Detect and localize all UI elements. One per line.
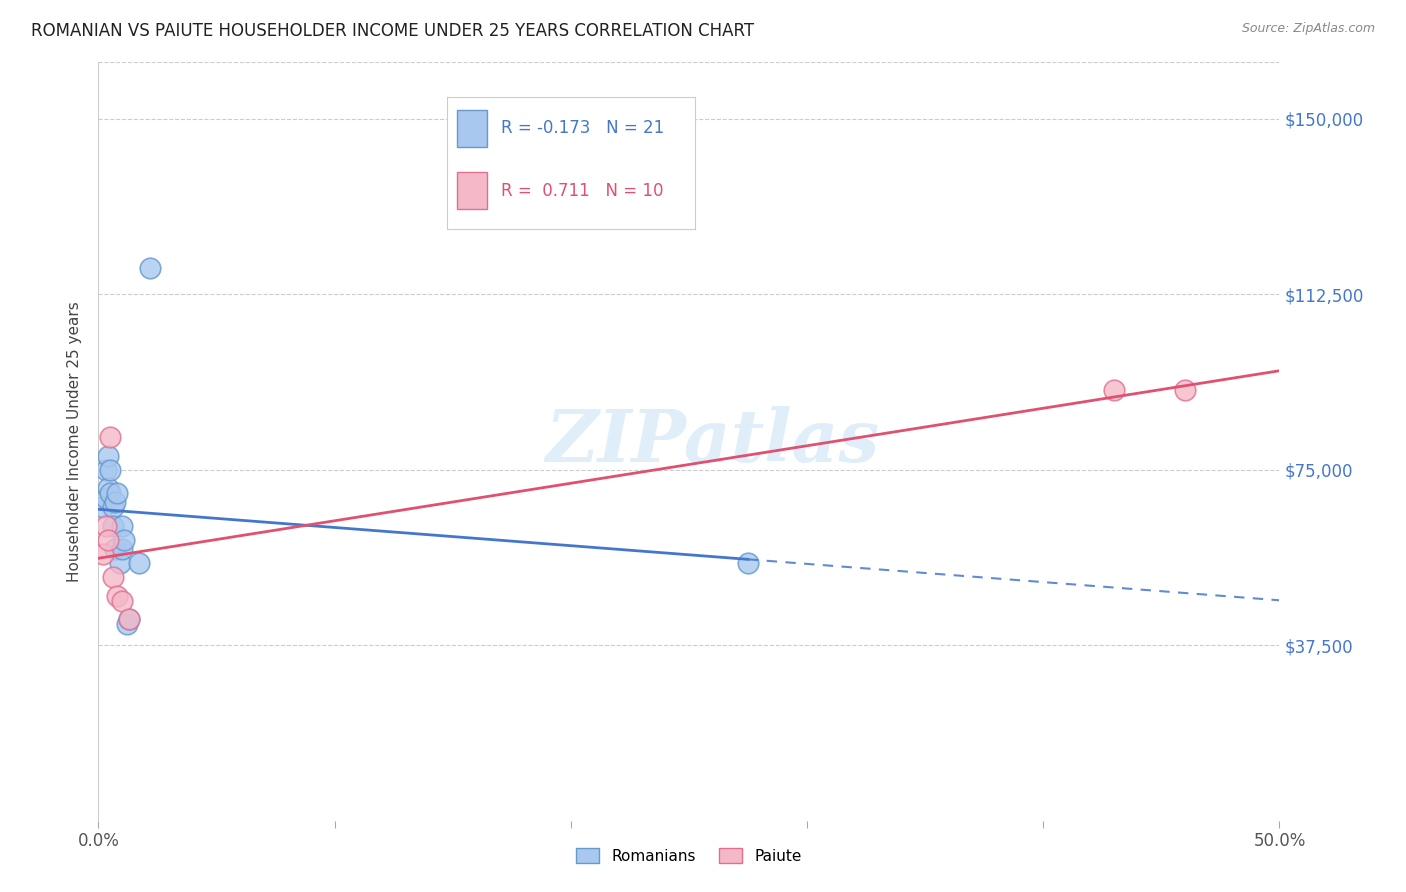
Point — [111, 518, 134, 533]
Point — [91, 500, 114, 514]
Point — [101, 500, 124, 514]
Point — [97, 533, 120, 547]
Point — [1174, 383, 1197, 397]
Point — [98, 486, 121, 500]
Point — [118, 612, 141, 626]
Point — [105, 589, 128, 603]
Point — [104, 542, 127, 557]
Point — [101, 518, 124, 533]
Y-axis label: Householder Income Under 25 years: Householder Income Under 25 years — [67, 301, 83, 582]
Point — [97, 449, 120, 463]
Point — [139, 261, 162, 276]
Point — [98, 462, 121, 476]
Point — [111, 542, 134, 557]
Point — [1102, 383, 1125, 397]
Point — [128, 556, 150, 570]
Point — [105, 486, 128, 500]
Point — [101, 570, 124, 584]
Point — [118, 612, 141, 626]
Point — [91, 547, 114, 561]
Text: ZIPatlas: ZIPatlas — [546, 406, 880, 477]
Point — [94, 518, 117, 533]
Point — [108, 556, 131, 570]
Point — [737, 556, 759, 570]
Point — [97, 481, 120, 495]
Point — [115, 617, 138, 632]
Point — [94, 462, 117, 476]
Point — [104, 495, 127, 509]
Point — [111, 593, 134, 607]
Text: ROMANIAN VS PAIUTE HOUSEHOLDER INCOME UNDER 25 YEARS CORRELATION CHART: ROMANIAN VS PAIUTE HOUSEHOLDER INCOME UN… — [31, 22, 754, 40]
Legend: Romanians, Paiute: Romanians, Paiute — [571, 842, 807, 870]
Point — [112, 533, 135, 547]
Point — [94, 491, 117, 505]
Point — [98, 430, 121, 444]
Text: Source: ZipAtlas.com: Source: ZipAtlas.com — [1241, 22, 1375, 36]
